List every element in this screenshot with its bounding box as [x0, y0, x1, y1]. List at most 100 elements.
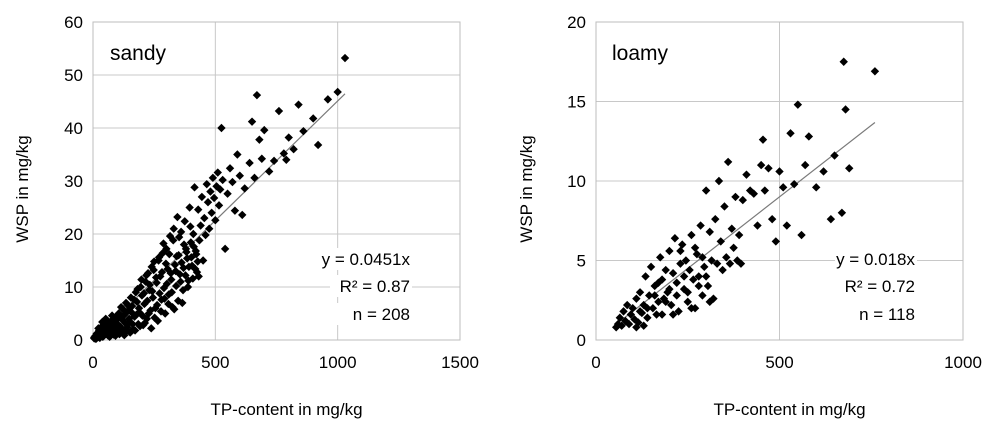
data-point — [116, 312, 125, 321]
data-point — [196, 221, 205, 230]
stat-background — [835, 248, 917, 270]
data-point — [137, 275, 146, 284]
data-point — [264, 167, 274, 176]
data-point — [679, 284, 689, 294]
data-point — [698, 291, 707, 300]
data-point — [742, 170, 751, 179]
data-point — [150, 313, 159, 322]
data-point — [148, 287, 157, 296]
data-point — [845, 164, 854, 173]
data-point — [775, 167, 784, 176]
y-tick-label: 40 — [64, 119, 83, 138]
data-point — [830, 151, 839, 160]
data-point — [819, 167, 828, 176]
data-point — [793, 100, 803, 109]
data-point — [643, 313, 652, 322]
data-point — [134, 304, 144, 313]
stat-background — [835, 303, 917, 325]
data-point — [753, 221, 762, 230]
data-point — [252, 90, 262, 100]
data-point — [118, 305, 128, 314]
data-point — [218, 175, 227, 185]
y-axis-title: WSP in mg/kg — [517, 135, 536, 242]
data-point — [149, 265, 158, 275]
data-point — [217, 123, 226, 133]
data-point — [177, 258, 186, 267]
data-point — [91, 334, 101, 344]
data-point — [767, 214, 777, 224]
data-point — [225, 164, 235, 173]
data-point — [707, 256, 716, 265]
data-point — [289, 145, 298, 154]
data-point — [309, 114, 318, 123]
data-point — [138, 311, 147, 320]
data-point — [156, 307, 166, 316]
data-point — [183, 282, 193, 292]
data-point — [111, 331, 120, 340]
data-point — [235, 171, 244, 180]
data-point — [255, 135, 264, 144]
data-point — [643, 304, 652, 313]
data-point — [171, 281, 181, 291]
data-point — [247, 117, 257, 126]
data-point — [657, 275, 667, 284]
data-point — [245, 158, 254, 168]
data-point — [670, 234, 680, 243]
data-point — [841, 105, 850, 114]
data-point — [639, 321, 648, 330]
data-point — [121, 318, 130, 328]
data-point — [764, 164, 773, 173]
data-point — [687, 230, 696, 240]
data-point — [176, 277, 185, 286]
data-point — [132, 310, 141, 319]
data-point — [632, 323, 641, 332]
data-point — [257, 154, 267, 163]
data-point — [130, 326, 140, 335]
data-point — [661, 297, 670, 307]
stat-background — [330, 303, 412, 325]
plot-area-frame — [595, 21, 964, 341]
data-point — [632, 294, 641, 303]
data-point — [107, 311, 117, 320]
data-point — [181, 271, 190, 280]
data-point — [674, 307, 683, 316]
data-point — [718, 265, 727, 275]
data-point — [615, 313, 625, 322]
data-point — [216, 185, 225, 194]
data-point — [167, 275, 176, 284]
data-point — [189, 229, 198, 239]
data-point — [160, 294, 169, 303]
data-point — [139, 289, 149, 298]
y-axis-title: WSP in mg/kg — [13, 135, 32, 242]
data-point — [641, 272, 650, 281]
data-point — [228, 177, 237, 187]
data-point — [129, 295, 139, 304]
y-tick-label: 15 — [567, 93, 586, 112]
data-point — [160, 309, 170, 318]
data-point — [190, 183, 199, 192]
data-point — [195, 236, 204, 245]
data-point — [720, 202, 729, 211]
x-tick-label: 0 — [591, 353, 600, 372]
y-tick-label: 10 — [567, 172, 586, 191]
data-point — [676, 259, 685, 268]
data-point — [705, 297, 714, 307]
data-point — [727, 224, 736, 233]
data-point — [698, 253, 707, 262]
data-point — [650, 281, 659, 291]
data-point — [681, 256, 691, 265]
data-point — [170, 260, 180, 269]
data-point — [611, 323, 621, 332]
data-point — [198, 256, 208, 265]
data-point — [703, 281, 713, 291]
data-point — [148, 293, 158, 302]
data-point — [205, 224, 214, 233]
data-point — [147, 324, 156, 333]
data-point — [313, 140, 323, 150]
y-tick-label: 50 — [64, 66, 83, 85]
panel-label: loamy — [612, 42, 669, 65]
data-point — [736, 259, 746, 268]
data-point — [738, 195, 747, 205]
data-point — [685, 265, 694, 275]
